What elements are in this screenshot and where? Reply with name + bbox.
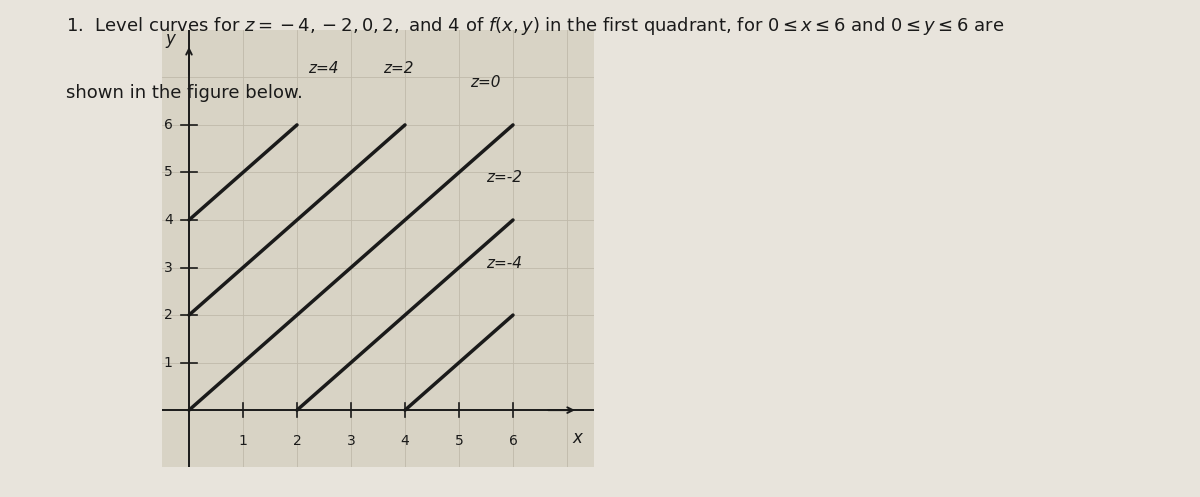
Text: z=-4: z=-4 xyxy=(486,255,522,270)
Text: 3: 3 xyxy=(347,434,355,448)
Text: z=2: z=2 xyxy=(384,61,414,76)
Text: 6: 6 xyxy=(164,118,173,132)
Text: 6: 6 xyxy=(509,434,517,448)
Text: x: x xyxy=(572,429,583,447)
Text: shown in the figure below.: shown in the figure below. xyxy=(66,84,302,102)
Text: 1.  Level curves for $z = -4, -2, 0, 2,$ and $4$ of $f(x, y)$ in the first quadr: 1. Level curves for $z = -4, -2, 0, 2,$ … xyxy=(66,15,1004,37)
Text: z=4: z=4 xyxy=(307,61,338,76)
Text: 2: 2 xyxy=(293,434,301,448)
Text: 3: 3 xyxy=(164,260,173,274)
Text: y: y xyxy=(166,30,175,48)
Text: 1: 1 xyxy=(164,355,173,370)
Text: 5: 5 xyxy=(164,166,173,179)
Text: 2: 2 xyxy=(164,308,173,322)
Text: 4: 4 xyxy=(164,213,173,227)
Text: 4: 4 xyxy=(401,434,409,448)
Text: z=-2: z=-2 xyxy=(486,170,522,185)
Text: z=0: z=0 xyxy=(470,75,500,90)
Text: 1: 1 xyxy=(239,434,247,448)
Text: 5: 5 xyxy=(455,434,463,448)
